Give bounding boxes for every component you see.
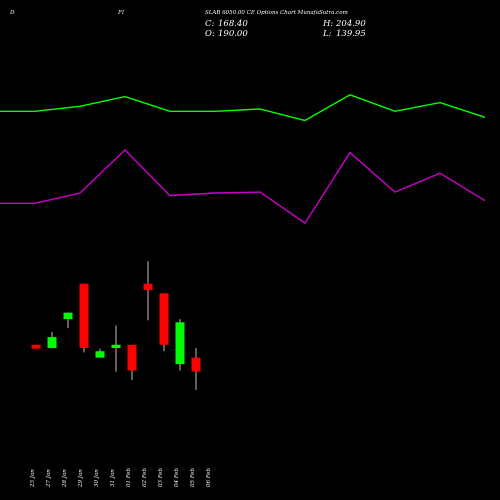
candle	[63, 312, 73, 329]
x-tick-label: 01 Feb	[126, 467, 132, 487]
candle	[127, 344, 137, 381]
x-tick-label: 02 Feb	[142, 467, 148, 487]
interval-code: FI	[118, 10, 124, 16]
low-value: 139.95	[336, 29, 366, 39]
candle-body-up	[95, 351, 105, 358]
candle-body-down	[159, 293, 169, 345]
x-tick-label: 28 Jan	[62, 469, 68, 488]
indicator-line-2	[0, 149, 486, 225]
low-label: L:	[323, 29, 332, 39]
x-tick-label: 29 Jan	[78, 469, 84, 488]
open-label: O:	[205, 29, 215, 39]
candle	[95, 348, 105, 358]
candle	[79, 283, 89, 353]
candle-body-down	[143, 283, 153, 291]
x-tick-label: 06 Feb	[206, 467, 212, 487]
chart-title: SLAB 6050.00 CE Options Chart MunafaSutr…	[205, 10, 348, 16]
x-tick-label: 03 Feb	[158, 467, 164, 487]
x-tick-label: 31 Jan	[110, 469, 116, 487]
close-value: 168.40	[218, 19, 248, 29]
x-tick-label: 27 Jan	[46, 469, 52, 488]
candle	[175, 319, 185, 371]
high-value: 204.90	[336, 19, 366, 29]
candle-body-down	[79, 283, 89, 348]
candle-body-up	[47, 337, 57, 348]
candle-body-down	[191, 357, 201, 372]
candles	[31, 261, 201, 390]
high-label: H:	[323, 19, 334, 29]
candle	[47, 331, 57, 348]
x-tick-label: 05 Feb	[190, 467, 196, 487]
open-value: 190.00	[218, 29, 248, 39]
period-code: D	[10, 10, 15, 16]
candle-body-down	[127, 344, 137, 371]
candle	[191, 348, 201, 390]
candle	[111, 325, 121, 372]
candle-body-up	[63, 312, 73, 320]
indicator-lines	[0, 94, 486, 225]
x-axis-tick-labels: 23 Jan 27 Jan 28 Jan 29 Jan 30 Jan 31 Jan 01 F…	[30, 467, 212, 488]
close-label: C:	[205, 19, 215, 29]
candle	[31, 344, 41, 349]
candle	[159, 293, 169, 352]
x-tick-label: 23 Jan	[30, 469, 36, 488]
x-tick-label: 30 Jan	[94, 469, 100, 487]
candle-body-up	[175, 322, 185, 365]
x-tick-label: 04 Feb	[174, 467, 180, 487]
candle-body-down	[31, 344, 41, 349]
indicator-line-1	[0, 94, 486, 122]
candle-body-up	[111, 344, 121, 348]
candle	[143, 261, 153, 321]
